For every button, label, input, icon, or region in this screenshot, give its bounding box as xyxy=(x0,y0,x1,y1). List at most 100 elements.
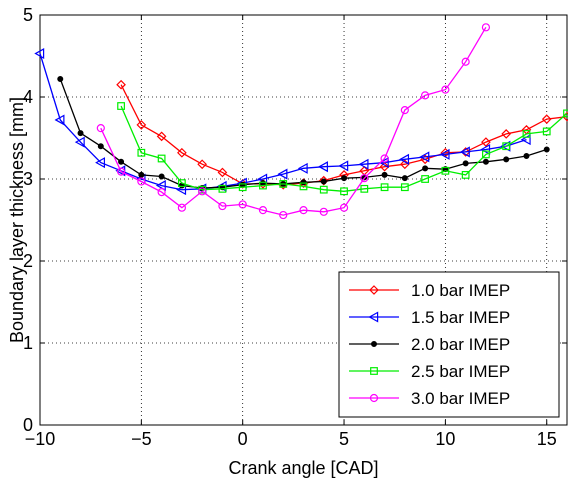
triangle-marker xyxy=(368,311,379,323)
dot-marker xyxy=(97,143,104,150)
diamond-marker xyxy=(501,129,512,139)
square-marker xyxy=(421,175,430,183)
dot-marker xyxy=(138,171,145,178)
dot-marker xyxy=(482,158,489,165)
square-marker xyxy=(218,184,227,193)
circle-marker xyxy=(360,174,369,183)
series xyxy=(57,75,550,192)
diamond-marker xyxy=(136,120,147,130)
dot-marker xyxy=(158,173,165,180)
x-tick-label: 5 xyxy=(339,429,349,449)
circle-marker xyxy=(339,203,349,212)
legend: 1.0 bar IMEP 1.5 bar IMEP 2.0 bar IMEP 2.5 … xyxy=(338,271,560,418)
triangle-marker xyxy=(459,146,470,158)
triangle-marker xyxy=(277,168,288,180)
y-tick-label: 3 xyxy=(23,169,33,189)
square-marker xyxy=(177,179,186,188)
data-series xyxy=(34,23,568,220)
square-marker xyxy=(563,109,568,118)
square-marker xyxy=(441,166,450,175)
dot-marker xyxy=(300,179,307,186)
dot-marker xyxy=(118,158,125,165)
square-marker xyxy=(502,142,511,151)
dot-marker xyxy=(422,165,429,172)
y-tick-label: 2 xyxy=(23,251,33,271)
series xyxy=(96,23,491,220)
square-marker xyxy=(482,150,490,159)
square-marker xyxy=(400,183,409,192)
dot-marker xyxy=(341,175,348,182)
square-marker xyxy=(259,181,267,190)
circle-marker xyxy=(461,57,470,66)
y-tick-label: 5 xyxy=(23,5,33,25)
circle-marker xyxy=(279,210,288,220)
square-marker xyxy=(370,367,378,375)
diamond-marker xyxy=(177,147,187,158)
triangle-marker xyxy=(338,160,349,172)
square-marker xyxy=(380,183,389,192)
diamond-marker xyxy=(318,175,329,186)
triangle-marker xyxy=(318,161,328,173)
x-tick-label: 0 xyxy=(238,429,248,449)
diamond-marker xyxy=(197,159,208,170)
x-tick-label: 10 xyxy=(435,429,455,449)
legend-item: 2.5 bar IMEP xyxy=(349,362,510,381)
dot-marker xyxy=(462,160,469,167)
square-marker xyxy=(522,130,531,138)
triangle-marker xyxy=(74,136,85,148)
y-tick-label: 0 xyxy=(23,415,33,435)
diamond-marker xyxy=(379,161,390,172)
x-tick-label: −10 xyxy=(25,429,56,449)
circle-marker xyxy=(116,167,126,176)
circle-marker xyxy=(218,201,227,211)
x-axis-label: Crank angle [CAD] xyxy=(228,458,378,478)
triangle-marker xyxy=(34,48,45,60)
diamond-marker xyxy=(217,167,228,178)
legend-item: 3.0 bar IMEP xyxy=(349,389,510,408)
x-tick-label: 15 xyxy=(537,429,557,449)
circle-marker xyxy=(177,203,186,212)
triangle-marker xyxy=(297,162,308,174)
y-axis-label: Boundary layer thickness [mm] xyxy=(7,97,27,343)
y-tick-label: 4 xyxy=(23,87,33,107)
series-line xyxy=(100,26,487,216)
circle-marker xyxy=(258,206,268,215)
legend-label: 2.5 bar IMEP xyxy=(411,362,510,381)
square-marker xyxy=(542,127,551,136)
circle-marker xyxy=(198,187,207,196)
circle-marker xyxy=(421,91,430,100)
triangle-marker xyxy=(358,158,369,170)
circle-marker xyxy=(238,200,247,209)
triangle-marker xyxy=(378,157,389,169)
triangle-marker xyxy=(439,148,450,160)
legend-label: 1.5 bar IMEP xyxy=(411,308,510,327)
dot-marker xyxy=(503,156,510,163)
legend-label: 1.0 bar IMEP xyxy=(411,281,510,300)
diamond-marker xyxy=(541,114,552,124)
square-marker xyxy=(238,183,247,192)
triangle-marker xyxy=(95,157,106,169)
dot-marker xyxy=(543,146,550,153)
circle-marker xyxy=(157,188,166,197)
circle-marker xyxy=(369,393,379,403)
square-marker xyxy=(340,187,348,196)
square-marker xyxy=(360,184,369,193)
square-marker xyxy=(299,182,308,191)
circle-marker xyxy=(96,124,105,133)
plot-area-frame xyxy=(39,14,568,426)
triangle-marker xyxy=(419,151,430,163)
dot-marker xyxy=(77,130,84,137)
diamond-marker xyxy=(481,137,491,147)
square-marker xyxy=(461,171,470,179)
dot-marker xyxy=(371,341,377,347)
grid xyxy=(40,15,567,425)
dot-marker xyxy=(381,171,388,178)
y-tick-label: 1 xyxy=(23,333,33,353)
dot-marker xyxy=(57,75,64,82)
square-marker xyxy=(319,185,328,194)
axis-ticks: −10 −5 0 5 10 15 0 1 2 3 4 5 xyxy=(23,5,567,449)
diamond-marker xyxy=(156,131,167,142)
dot-marker xyxy=(401,175,408,182)
legend-item: 2.0 bar IMEP xyxy=(349,335,510,354)
